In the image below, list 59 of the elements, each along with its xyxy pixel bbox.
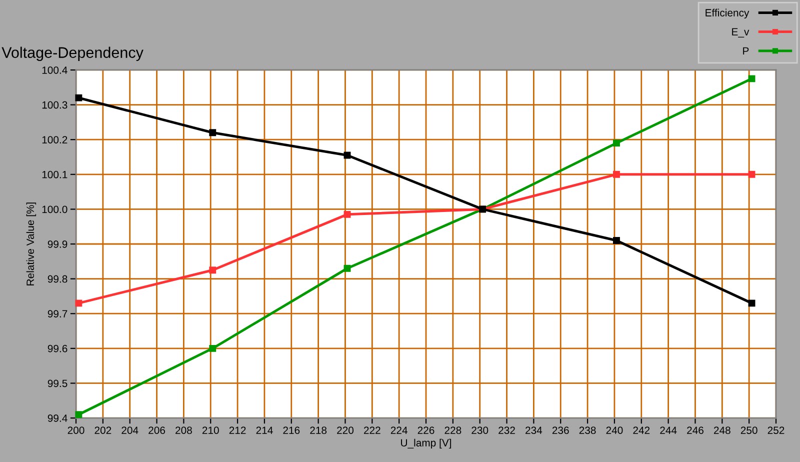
x-tick-label: 208 bbox=[176, 426, 192, 434]
x-tick-label: 226 bbox=[418, 426, 434, 434]
x-tick-label: 210 bbox=[202, 426, 219, 434]
y-tick-label: 100.0 bbox=[42, 206, 68, 214]
legend-label: Efficiency bbox=[706, 8, 750, 19]
x-tick-label: 236 bbox=[552, 426, 569, 434]
point bbox=[209, 266, 216, 274]
y-tick-label: 100.4 bbox=[42, 66, 68, 74]
x-tick-label: 214 bbox=[256, 426, 273, 434]
x-tick-label: 202 bbox=[94, 426, 112, 434]
point bbox=[344, 264, 351, 272]
point bbox=[344, 210, 351, 218]
y-tick-label: 99.9 bbox=[48, 240, 68, 248]
point bbox=[209, 344, 216, 352]
x-tick-label: 216 bbox=[283, 426, 300, 434]
x-tick-label: 238 bbox=[579, 426, 596, 434]
y-tick-label: 99.4 bbox=[48, 414, 68, 422]
x-tick-label: 228 bbox=[444, 426, 462, 434]
x-tick-label: 204 bbox=[122, 426, 138, 434]
y-tick-label: 100.3 bbox=[42, 101, 68, 109]
x-tick-label: 224 bbox=[390, 426, 408, 434]
point bbox=[748, 170, 756, 178]
x-axis-title: U_lamp [V] bbox=[401, 438, 452, 449]
y-tick-label: 100.1 bbox=[42, 170, 68, 178]
x-tick-label: 250 bbox=[740, 426, 758, 434]
x-tick-label: 232 bbox=[498, 426, 515, 434]
x-tick-label: 200 bbox=[68, 426, 84, 434]
x-tick-label: 206 bbox=[148, 426, 165, 434]
chart-title: Voltage-Dependency bbox=[2, 46, 144, 61]
point bbox=[613, 140, 620, 147]
point bbox=[209, 129, 216, 136]
x-tick-label: 252 bbox=[768, 426, 784, 434]
x-tick-label: 220 bbox=[337, 426, 354, 434]
point bbox=[75, 411, 82, 418]
y-axis-title: Relative Value [%] bbox=[26, 202, 36, 286]
y-tick-label: 99.8 bbox=[48, 275, 68, 283]
y-tick-label: 99.7 bbox=[48, 310, 68, 318]
x-tick-label: 240 bbox=[606, 426, 623, 434]
x-tick-label: 230 bbox=[472, 426, 488, 434]
x-tick-label: 242 bbox=[633, 426, 650, 434]
point bbox=[75, 300, 82, 307]
x-tick-label: 248 bbox=[714, 426, 730, 434]
legend-label: P bbox=[743, 47, 749, 55]
point bbox=[613, 237, 620, 244]
x-tick-label: 218 bbox=[310, 426, 327, 434]
point bbox=[344, 152, 351, 159]
y-tick-label: 99.6 bbox=[48, 344, 68, 352]
x-tick-label: 212 bbox=[229, 426, 246, 434]
y-tick-label: 99.5 bbox=[48, 380, 68, 388]
point bbox=[748, 300, 756, 307]
legend-label: E_v bbox=[732, 28, 750, 38]
x-tick-label: 222 bbox=[364, 426, 380, 434]
x-tick-label: 246 bbox=[687, 426, 704, 434]
x-tick-label: 234 bbox=[526, 426, 542, 434]
point bbox=[75, 94, 82, 102]
point bbox=[613, 170, 620, 178]
x-tick-label: 244 bbox=[660, 426, 677, 434]
point bbox=[748, 75, 756, 82]
y-tick-label: 100.2 bbox=[42, 136, 68, 144]
